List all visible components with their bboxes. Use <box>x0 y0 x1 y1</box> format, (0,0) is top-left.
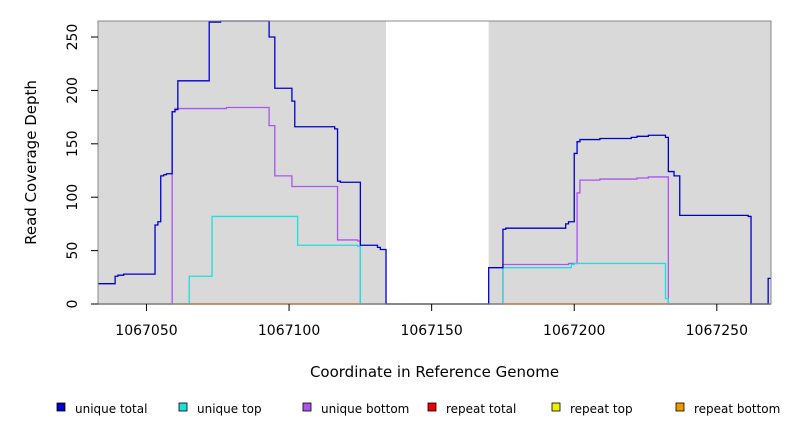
y-axis-title: Read Coverage Depth <box>22 80 40 245</box>
legend-swatch <box>56 402 66 412</box>
legend-swatch <box>427 402 437 412</box>
series-unique-total <box>98 20 771 305</box>
plot-background <box>98 21 771 304</box>
legend-label: unique top <box>197 402 262 416</box>
x-axis-title: Coordinate in Reference Genome <box>310 363 559 381</box>
legend-label: repeat top <box>570 402 633 416</box>
y-tick-label: 250 <box>65 24 81 51</box>
legend-swatch <box>302 402 312 412</box>
y-tick-label: 50 <box>65 242 81 260</box>
x-axis: 1067050 1067100 1067150 1067200 1067250 <box>115 304 748 339</box>
x-tick-label: 1067100 <box>258 323 320 339</box>
x-tick-label: 1067200 <box>543 323 605 339</box>
legend-swatch <box>551 402 561 412</box>
y-axis: 0 50 100 150 200 250 <box>65 24 98 309</box>
legend-label: unique bottom <box>321 402 409 416</box>
legend-swatch <box>675 402 685 412</box>
shaded-region-1 <box>488 21 771 304</box>
x-tick-label: 1067050 <box>115 323 177 339</box>
x-tick-label: 1067150 <box>400 323 462 339</box>
plot-frame <box>97 20 772 305</box>
y-tick-label: 200 <box>65 77 81 104</box>
y-tick-label: 0 <box>65 300 81 309</box>
y-tick-label: 100 <box>65 184 81 211</box>
legend-label: repeat bottom <box>694 402 780 416</box>
legend-label: unique total <box>75 402 147 416</box>
x-tick-label: 1067250 <box>686 323 748 339</box>
legend-label: repeat total <box>446 402 516 416</box>
legend: unique total unique top unique bottom repea… <box>56 402 780 416</box>
shaded-region-0 <box>98 21 387 304</box>
y-tick-label: 150 <box>65 130 81 157</box>
legend-swatch <box>178 402 188 412</box>
